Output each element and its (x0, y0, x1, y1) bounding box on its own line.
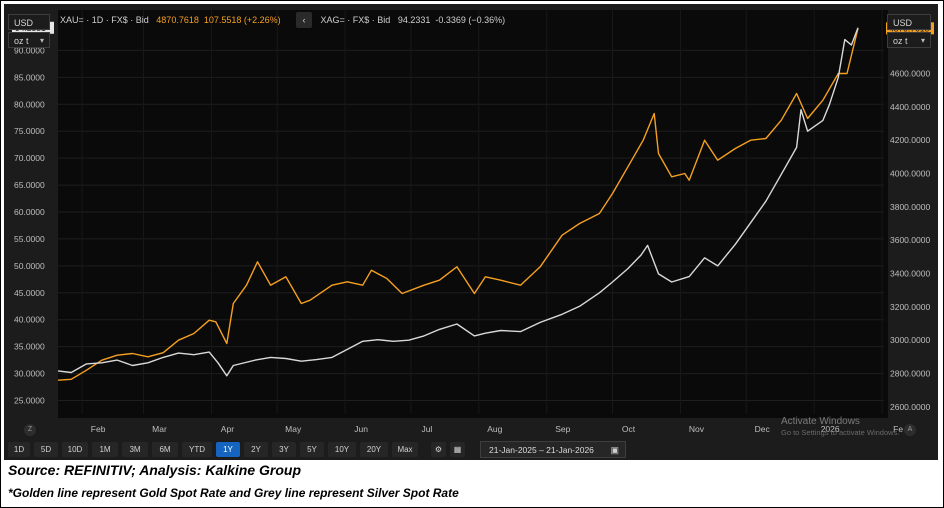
left-tick-label: 60.0000 (14, 207, 45, 217)
range-button-20y[interactable]: 20Y (360, 442, 388, 457)
silver-legend[interactable]: ‹ XAG= · FX$ · Bid 94.2331 -0.3369 (−0.3… (296, 12, 505, 28)
right-tick-label: 3600.0000 (890, 235, 930, 245)
left-tick-label: 75.0000 (14, 126, 45, 136)
right-unit-select[interactable]: oz t ▾ (887, 32, 931, 48)
zoom-left-button[interactable]: Z (24, 424, 36, 436)
right-tick-label: 4200.0000 (890, 135, 930, 145)
range-button-1d[interactable]: 1D (8, 442, 30, 457)
chevron-down-icon: ▾ (920, 36, 925, 45)
left-currency-value: USD (14, 18, 34, 28)
range-button-1y[interactable]: 1Y (216, 442, 240, 457)
legend-note: *Golden line represent Gold Spot Rate an… (8, 486, 459, 500)
range-button-ytd[interactable]: YTD (182, 442, 212, 457)
right-unit-value: oz t (893, 36, 908, 46)
x-tick-label: Oct (622, 424, 636, 434)
range-button-1m[interactable]: 1M (92, 442, 118, 457)
date-range-picker[interactable]: 21-Jan-2025 – 21-Jan-2026 ▣ (480, 441, 626, 458)
range-button-2y[interactable]: 2Y (244, 442, 268, 457)
activate-windows-hint: Go to Settings to activate Windows. (781, 428, 900, 437)
gold-legend-change: 107.5518 (+2.26%) (203, 15, 281, 25)
x-tick-label: Apr (221, 424, 234, 434)
left-tick-label: 45.0000 (14, 288, 45, 298)
silver-legend-last: 94.2331 (397, 15, 431, 25)
table-icon[interactable]: ▦ (450, 442, 465, 457)
x-tick-label: Aug (487, 424, 502, 434)
auto-scale-button[interactable]: A (904, 424, 916, 436)
left-tick-label: 70.0000 (14, 153, 45, 163)
source-caption: Source: REFINITIV; Analysis: Kalkine Gro… (8, 462, 302, 478)
right-tick-label: 4000.0000 (890, 169, 930, 179)
x-tick-label: Jul (421, 424, 432, 434)
gold-series-line[interactable] (57, 28, 859, 381)
x-tick-label: May (285, 424, 302, 434)
range-button-3m[interactable]: 3M (122, 442, 148, 457)
silver-series-line[interactable] (57, 27, 859, 377)
right-tick-label: 3000.0000 (890, 335, 930, 345)
x-tick-label: Dec (755, 424, 771, 434)
left-tick-label: 90.0000 (14, 45, 45, 55)
right-currency-select[interactable]: USD (887, 14, 931, 30)
x-tick-label: Feb (91, 424, 106, 434)
left-currency-select[interactable]: USD (8, 14, 50, 30)
x-tick-label: Mar (152, 424, 167, 434)
activate-windows-title: Activate Windows (781, 416, 860, 427)
left-tick-label: 80.0000 (14, 99, 45, 109)
zoom-left-label: Z (27, 426, 33, 433)
x-tick-label: Jun (354, 424, 368, 434)
range-button-10y[interactable]: 10Y (328, 442, 356, 457)
right-tick-label: 2600.0000 (890, 402, 930, 412)
chevron-down-icon: ▾ (39, 36, 44, 45)
range-button-6m[interactable]: 6M (152, 442, 178, 457)
left-tick-label: 40.0000 (14, 315, 45, 325)
gold-legend[interactable]: XAU= · 1D · FX$ · Bid 4870.7618 107.5518… (60, 12, 281, 28)
series-layer (57, 27, 859, 381)
x-tick-label: Nov (689, 424, 705, 434)
left-tick-label: 50.0000 (14, 261, 45, 271)
left-tick-label: 65.0000 (14, 180, 45, 190)
x-axis: Feb Mar Apr May Jun Jul Aug Sep Oct Nov Dec 2026 Fe (91, 424, 904, 434)
range-button-max[interactable]: Max (392, 442, 418, 457)
range-button-10d[interactable]: 10D (62, 442, 88, 457)
x-tick-label: 2026 (821, 424, 840, 434)
right-axis: 2600.0000 2800.0000 3000.0000 3200.0000 3400… (890, 35, 930, 412)
gold-legend-ric: XAU= · 1D · FX$ · Bid (60, 15, 149, 25)
chart-panel (4, 4, 938, 460)
silver-legend-change: -0.3369 (−0.36%) (435, 15, 506, 25)
left-tick-label: 55.0000 (14, 234, 45, 244)
right-currency-value: USD (893, 18, 913, 28)
range-button-3y[interactable]: 3Y (272, 442, 296, 457)
range-button-5y[interactable]: 5Y (300, 442, 324, 457)
x-tick-label: Fe (893, 424, 903, 434)
right-tick-label: 4600.0000 (890, 69, 930, 79)
right-tick-label: 4400.0000 (890, 102, 930, 112)
range-button-5d[interactable]: 5D (34, 442, 58, 457)
collapse-legend-icon[interactable]: ‹ (296, 12, 312, 28)
left-axis: 25.0000 30.0000 35.0000 40.0000 45.0000 50.00… (14, 45, 45, 405)
date-range-value: 21-Jan-2025 – 21-Jan-2026 (489, 445, 594, 455)
left-tick-label: 25.0000 (14, 396, 45, 406)
gold-legend-last: 4870.7618 (156, 15, 199, 25)
left-tick-label: 35.0000 (14, 342, 45, 352)
grid-layer (58, 10, 884, 414)
left-tick-label: 30.0000 (14, 369, 45, 379)
silver-legend-ric: XAG= · FX$ · Bid (320, 15, 391, 25)
right-tick-label: 3800.0000 (890, 202, 930, 212)
plot-area[interactable] (58, 10, 888, 418)
left-tick-label: 85.0000 (14, 72, 45, 82)
right-tick-label: 2800.0000 (890, 369, 930, 379)
x-tick-label: Sep (555, 424, 570, 434)
left-unit-select[interactable]: oz t ▾ (8, 32, 50, 48)
right-tick-label: 3400.0000 (890, 269, 930, 279)
left-unit-value: oz t (14, 36, 29, 46)
range-toolbar: 1D 5D 10D 1M 3M 6M YTD 1Y 2Y 3Y 5Y 10Y 20Y Max ⚙ ▦ 21… (4, 440, 938, 460)
gear-icon[interactable]: ⚙ (431, 442, 446, 457)
right-tick-label: 3200.0000 (890, 302, 930, 312)
auto-scale-label: A (907, 426, 913, 433)
calendar-icon[interactable]: ▣ (610, 445, 619, 455)
